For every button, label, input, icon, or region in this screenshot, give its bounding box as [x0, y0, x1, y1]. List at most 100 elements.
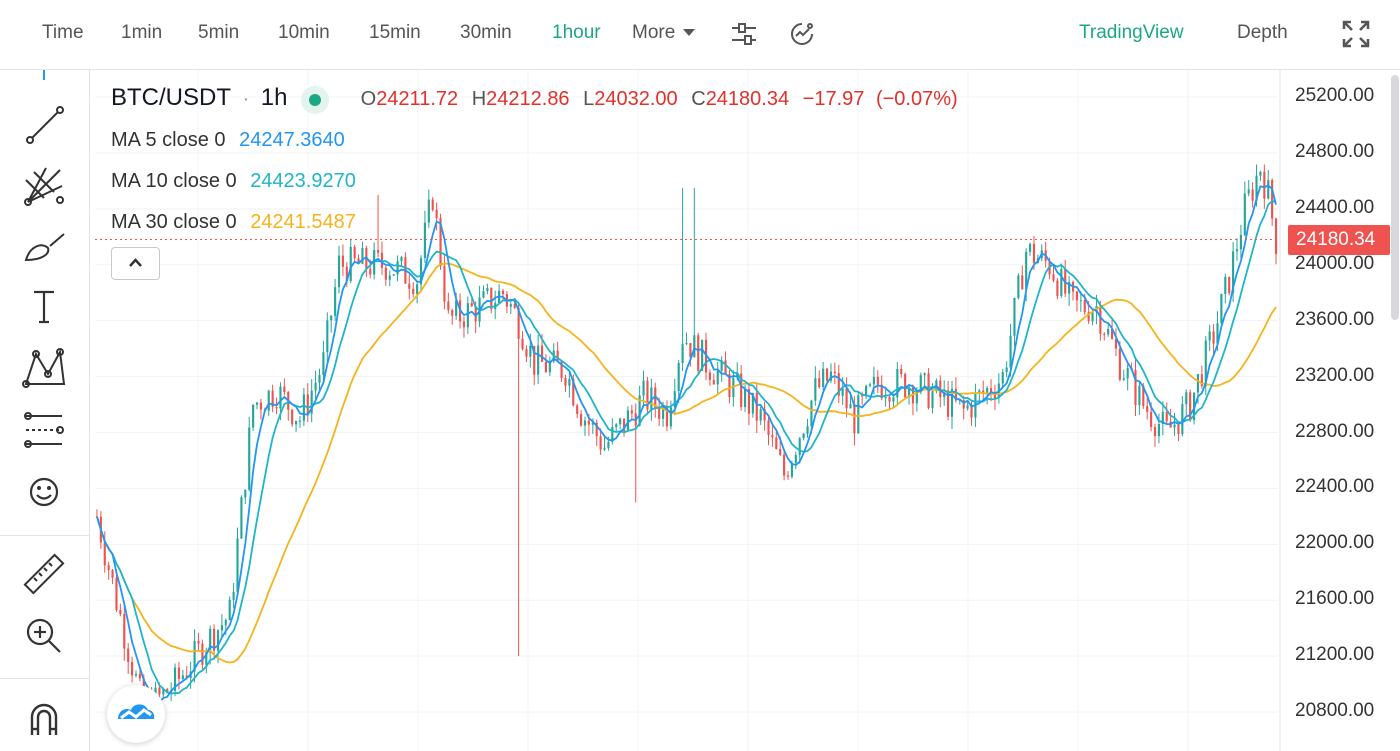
ma10-value: 24423.9270	[250, 170, 356, 192]
candle-body	[517, 307, 520, 339]
candle-body	[763, 409, 766, 421]
candle-body	[439, 218, 442, 266]
candle-body	[615, 424, 618, 427]
candle-body	[318, 374, 321, 383]
pattern-icon[interactable]	[20, 344, 68, 392]
candle-body	[720, 360, 723, 371]
interval-time[interactable]: Time	[42, 22, 84, 43]
candle-body	[1032, 243, 1036, 264]
candle-body	[1200, 374, 1203, 387]
collapse-legend-button[interactable]	[111, 247, 160, 280]
candle-body	[751, 392, 754, 414]
magnet-icon[interactable]	[20, 695, 68, 743]
interval-10min[interactable]: 10min	[278, 22, 330, 43]
scrollbar[interactable]	[1391, 75, 1399, 320]
zoom-in-icon[interactable]	[20, 612, 68, 660]
top-toolbar: Time 1min 5min 10min 15min 30min 1hour M…	[0, 0, 1400, 70]
fib-fan-icon[interactable]	[20, 162, 68, 210]
candle-body	[619, 418, 622, 425]
last-price-tag: 24180.34	[1288, 224, 1390, 255]
candle-body	[759, 409, 762, 421]
candle-body	[341, 255, 344, 267]
candle-body	[638, 395, 641, 426]
trend-line-icon[interactable]	[20, 102, 68, 150]
candle-body	[1274, 218, 1278, 254]
brush-icon[interactable]	[20, 222, 68, 270]
candle-body	[583, 420, 587, 426]
candle-body	[1208, 331, 1211, 341]
candle-body	[1255, 175, 1258, 201]
ma5-legend[interactable]: MA 5 close 0 24247.3640	[111, 129, 345, 152]
candle-body	[884, 396, 887, 399]
candle-body	[271, 390, 274, 408]
view-tradingview[interactable]: TradingView	[1079, 22, 1184, 43]
candle-body	[658, 407, 661, 419]
candle-body	[255, 402, 259, 405]
chart-style-icon[interactable]	[786, 18, 818, 50]
candle-body	[1161, 412, 1164, 424]
separator-dot: ·	[242, 88, 250, 110]
candle-body	[868, 384, 872, 386]
view-depth[interactable]: Depth	[1237, 22, 1288, 43]
candle-body	[1087, 312, 1090, 322]
candle-body	[849, 404, 852, 409]
candle-body	[697, 335, 700, 371]
candle-body	[466, 303, 469, 328]
candle-body	[1224, 276, 1227, 294]
candle-body	[607, 441, 610, 448]
scroll-indicator	[43, 70, 45, 80]
price-chart[interactable]: 25200.00 24800.00 24400.00 24000.00 23600.00…	[90, 70, 1400, 751]
candle-body	[1173, 424, 1176, 428]
candle-body	[1271, 180, 1274, 219]
indicator-settings-icon[interactable]	[728, 18, 760, 50]
candle-body	[228, 599, 231, 621]
candle-body	[322, 352, 325, 375]
candle-body	[1247, 189, 1250, 194]
symbol-name[interactable]: BTC/USDT	[111, 84, 231, 111]
interval-15min[interactable]: 15min	[369, 22, 421, 43]
candle-body	[771, 434, 774, 438]
text-icon[interactable]	[20, 282, 68, 330]
candle-body	[1196, 374, 1200, 393]
ruler-icon[interactable]	[20, 550, 68, 598]
candle-body	[865, 385, 868, 397]
fullscreen-icon[interactable]	[1340, 18, 1372, 50]
candle-body	[580, 413, 583, 426]
candle-body	[298, 420, 302, 422]
emoji-icon[interactable]	[20, 468, 68, 516]
candle-body	[907, 387, 911, 398]
candle-body	[982, 390, 985, 394]
candle-body	[267, 390, 270, 411]
interval-1min[interactable]: 1min	[121, 22, 163, 43]
candle-body	[103, 542, 106, 566]
candlestick-chart[interactable]	[90, 70, 1400, 751]
candle-body	[1091, 312, 1094, 322]
candle-body	[892, 397, 895, 402]
candle-body	[786, 475, 790, 477]
candle-body	[701, 339, 704, 371]
candle-body	[662, 405, 665, 419]
candle-body	[845, 388, 848, 409]
interval-1hour[interactable]: 1hour	[552, 22, 601, 43]
candle-body	[1114, 338, 1118, 349]
prediction-icon[interactable]	[20, 406, 68, 454]
candle-body	[427, 199, 430, 223]
candle-body	[134, 673, 138, 676]
tradingview-logo-button[interactable]	[107, 685, 165, 743]
interval-5min[interactable]: 5min	[198, 22, 240, 43]
candle-body	[1150, 411, 1153, 427]
candle-body	[138, 673, 141, 679]
candle-body	[1228, 276, 1231, 294]
candle-body	[685, 343, 688, 345]
ma10-legend[interactable]: MA 10 close 0 24423.9270	[111, 170, 356, 193]
candle-body	[529, 345, 532, 357]
candle-body	[376, 249, 380, 253]
more-dropdown[interactable]: More	[632, 22, 696, 44]
ma30-legend[interactable]: MA 30 close 0 24241.5487	[111, 211, 356, 234]
candle-body	[1177, 424, 1180, 434]
candle-body	[630, 410, 633, 414]
candle-body	[970, 405, 973, 418]
candle-body	[560, 361, 563, 378]
candle-body	[962, 399, 965, 409]
interval-30min[interactable]: 30min	[460, 22, 512, 43]
